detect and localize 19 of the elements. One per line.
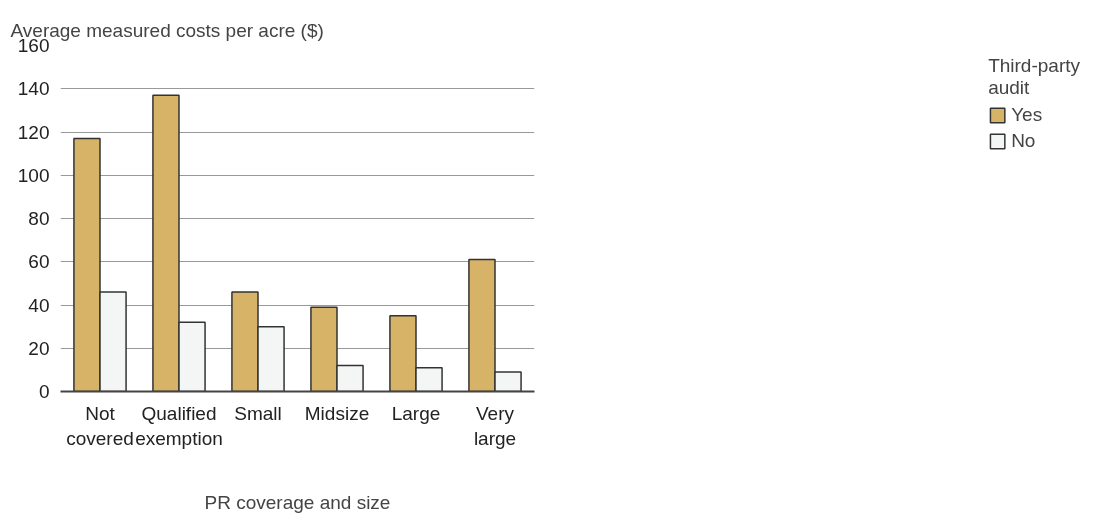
legend-label: No — [1011, 130, 1036, 152]
legend-label: Yes — [1011, 104, 1043, 126]
x-tick-label: Small — [234, 402, 282, 424]
x-axis-title: PR coverage and size — [204, 491, 391, 513]
x-tick-label: Not covered — [66, 402, 134, 449]
y-tick-label: 40 — [28, 294, 50, 316]
y-tick-label: 0 — [38, 381, 50, 402]
y-axis-title: Average measured costs per acre ($) — [10, 19, 324, 41]
x-tick-label: Large — [391, 402, 441, 424]
y-tick-label: 140 — [17, 78, 50, 100]
x-tick-label: Midsize — [304, 402, 370, 424]
x-tick-label: Very large — [473, 402, 517, 449]
x-tick-label: Qualified exemption — [135, 402, 223, 449]
y-tick-label: 100 — [17, 164, 50, 186]
legend-title: Third-party audit — [988, 55, 1080, 99]
y-tick-label: 60 — [28, 251, 50, 273]
y-tick-label: 120 — [17, 121, 50, 143]
y-tick-label: 20 — [28, 337, 50, 359]
y-tick-label: 80 — [28, 208, 50, 229]
